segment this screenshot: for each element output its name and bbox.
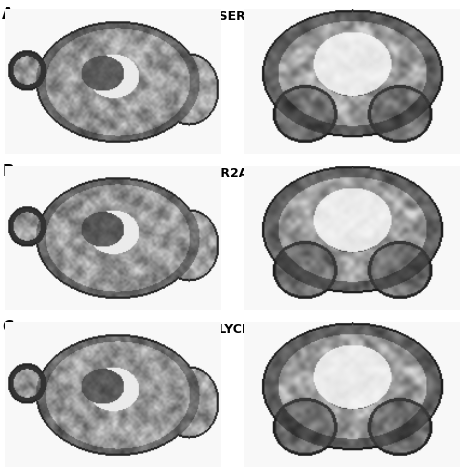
Text: PM: PM <box>140 383 151 392</box>
Text: WM: WM <box>107 50 121 59</box>
Text: Hb: Hb <box>301 34 311 42</box>
Text: Cl: Cl <box>415 100 422 109</box>
Text: EPL: EPL <box>26 202 40 210</box>
Text: Hy: Hy <box>306 383 316 392</box>
Text: C: C <box>2 320 13 335</box>
Text: Hy: Hy <box>64 375 74 383</box>
Text: GLYCINE: GLYCINE <box>209 323 265 336</box>
Text: Sp: Sp <box>173 393 182 401</box>
Text: Hb: Hb <box>303 368 314 376</box>
Text: Sn: Sn <box>145 228 154 237</box>
Text: VNL: VNL <box>25 55 40 64</box>
Text: Cx: Cx <box>301 22 311 30</box>
Text: NR2A/B: NR2A/B <box>211 167 263 180</box>
Text: Am: Am <box>405 264 418 272</box>
Text: A: A <box>2 7 14 22</box>
Text: B: B <box>2 164 14 179</box>
Text: D-SERINE: D-SERINE <box>204 10 270 23</box>
